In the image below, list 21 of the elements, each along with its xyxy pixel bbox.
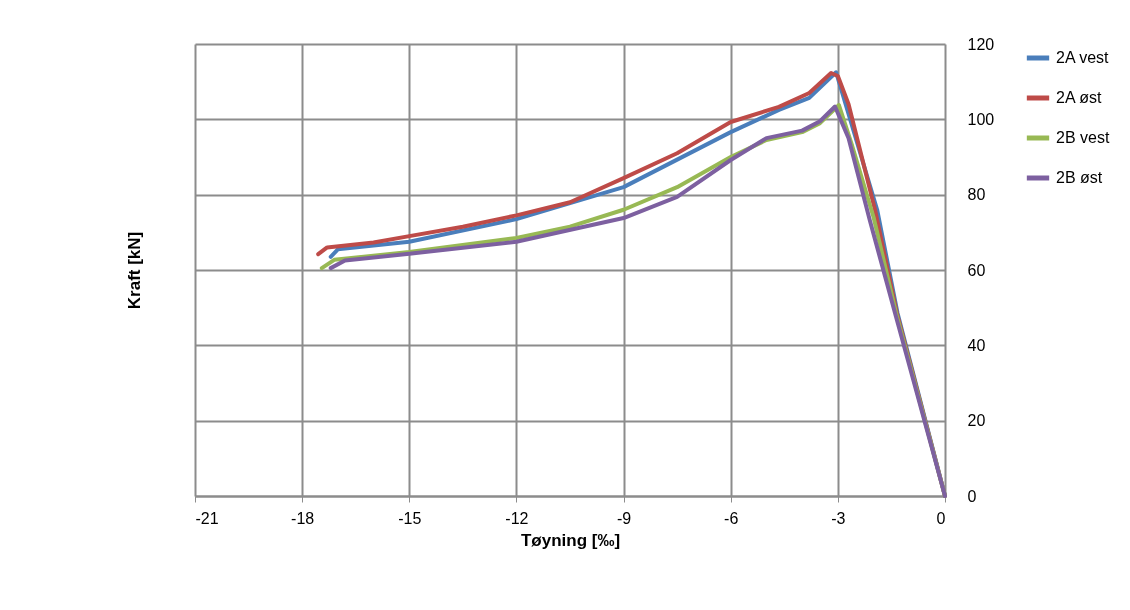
y-tick-label: 60 [967, 261, 986, 279]
legend-label: 2A øst [1056, 89, 1102, 106]
y-tick-label: 40 [967, 336, 986, 354]
x-tick-label: -9 [616, 509, 632, 527]
x-tick-label: -18 [291, 509, 315, 527]
y-tick-label: 0 [967, 487, 977, 505]
y-tick-label: 80 [967, 186, 986, 204]
x-tick-label: -6 [724, 509, 739, 527]
y-tick-label: 100 [967, 110, 995, 128]
x-tick-label: -21 [195, 509, 219, 527]
x-tick-label: -15 [398, 509, 422, 527]
y-tick-label: 120 [967, 35, 995, 53]
legend-label: 2A vest [1056, 49, 1110, 66]
legend-label: 2B øst [1056, 169, 1103, 186]
x-tick-label: 0 [936, 509, 946, 527]
x-tick-label: -3 [831, 509, 846, 527]
legend-label: 2B vest [1056, 129, 1110, 146]
y-axis-title: Kraft [kN] [124, 231, 144, 310]
y-tick-label: 20 [967, 412, 986, 430]
x-axis-title: Tøyning [‰] [520, 530, 621, 550]
x-tick-label: -12 [505, 509, 529, 527]
